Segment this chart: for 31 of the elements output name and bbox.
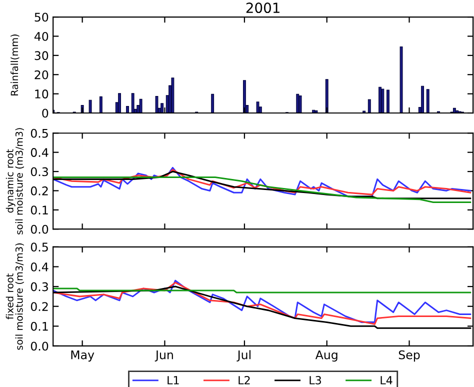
y-tick-label: 40 (34, 32, 48, 41)
y-tick-label: 0.1 (30, 322, 48, 331)
y-tick-label: 0.2 (30, 302, 48, 311)
y-tick-label: 0.4 (30, 148, 48, 157)
y-tick-label: 20 (34, 70, 48, 80)
legend-label: L3 (310, 376, 321, 384)
y-axis-title: dynamic root soil moisture (m3/m3) (6, 128, 24, 234)
y-axis-title: fixed root soil moisture (m3/m3) (6, 243, 24, 350)
y-axis-title: Rainfall(mm) (10, 34, 20, 96)
x-tick-label: Aug (315, 350, 338, 362)
y-tick-label: 0.0 (30, 342, 48, 351)
y-tick-label: 0.0 (30, 224, 48, 234)
x-tick-label: Jun (154, 350, 173, 362)
y-tick-label: 10 (35, 90, 48, 98)
y-tick-label: 50 (34, 12, 48, 22)
x-tick-label: Sep (398, 350, 420, 362)
legend-label: L2 (238, 376, 250, 384)
x-tick-label: May (71, 350, 94, 362)
y-tick-label: 0 (42, 108, 48, 118)
legend-label: L4 (380, 376, 392, 384)
y-tick-label: 30 (34, 51, 48, 60)
y-tick-label: 0.3 (30, 282, 48, 292)
y-tick-label: 0.5 (30, 242, 48, 252)
y-tick-label: 0.4 (30, 262, 48, 272)
y-tick-label: 0.2 (30, 186, 48, 196)
legend-label: L1 (168, 376, 179, 384)
y-tick-label: 0.3 (30, 167, 48, 176)
chart-title: 2001 (246, 2, 280, 14)
y-tick-label: 0.5 (30, 128, 48, 138)
x-tick-label: Jul (236, 350, 250, 362)
y-tick-label: 0.1 (30, 206, 48, 215)
